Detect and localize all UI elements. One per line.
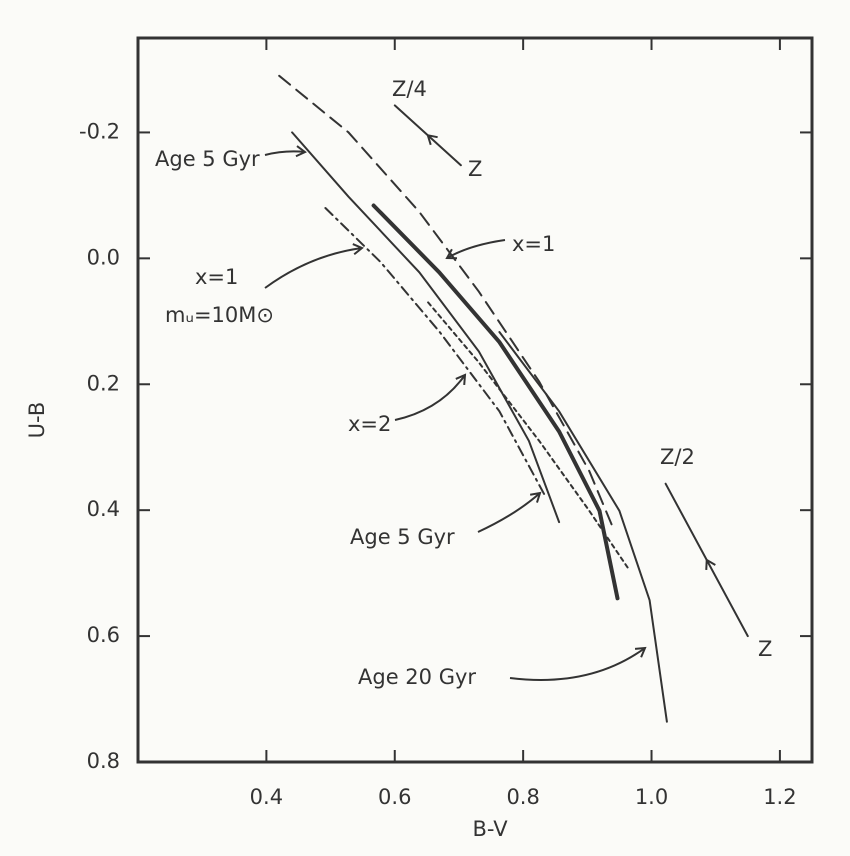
- annotation-arrow: [394, 374, 466, 421]
- annotation: Z: [468, 157, 482, 181]
- annotation: Z: [758, 637, 772, 661]
- y-tick-label: 0.6: [87, 623, 120, 647]
- line-series: [324, 207, 546, 497]
- x-tick-label: 1.2: [763, 785, 796, 809]
- annotation-arrowhead: [634, 646, 647, 658]
- y-tick-label: 0.8: [87, 749, 120, 773]
- annotation: Age 5 Gyr: [155, 147, 260, 171]
- annotation: x=1: [195, 265, 238, 289]
- x-axis-label: B-V: [472, 817, 508, 841]
- y-axis-label: U-B: [25, 402, 49, 439]
- annotation-arrowhead: [352, 243, 364, 256]
- annotation: Z/4: [392, 77, 427, 101]
- x-tick-label: 0.8: [506, 785, 539, 809]
- annotation: Age 20 Gyr: [358, 665, 476, 689]
- plot-frame: [136, 36, 814, 764]
- line-series: [498, 331, 668, 723]
- annotation-arrow: [264, 150, 306, 156]
- line-series: [427, 301, 631, 572]
- annotation-arrow: [264, 247, 363, 289]
- annotation: mᵤ=10M⊙: [165, 303, 274, 327]
- annotation-arrowhead: [455, 373, 467, 386]
- y-tick-label: 0.0: [87, 245, 120, 269]
- y-tick-label: 0.4: [87, 497, 120, 521]
- line-series: [278, 74, 616, 532]
- annotation: Z/2: [660, 445, 695, 469]
- annotation-arrowhead: [529, 491, 542, 503]
- annotation: x=1: [512, 232, 555, 256]
- x-tick-label: 0.6: [378, 785, 411, 809]
- annotation-arrow: [446, 239, 506, 259]
- annotation-arrowhead: [445, 248, 458, 260]
- annotation-arrow: [477, 492, 541, 533]
- y-tick-label: 0.2: [87, 371, 120, 395]
- annotation: x=2: [348, 412, 391, 436]
- x-tick-label: 1.0: [635, 785, 668, 809]
- arrowhead: [426, 133, 438, 146]
- line-series: [291, 131, 561, 524]
- annotation-arrow: [509, 647, 646, 681]
- x-tick-label: 0.4: [250, 785, 283, 809]
- line-series: [371, 203, 620, 601]
- annotation: Age 5 Gyr: [350, 525, 455, 549]
- y-tick-label: -0.2: [79, 119, 120, 143]
- annotation-arrowhead: [295, 145, 307, 158]
- arrowhead: [705, 558, 716, 570]
